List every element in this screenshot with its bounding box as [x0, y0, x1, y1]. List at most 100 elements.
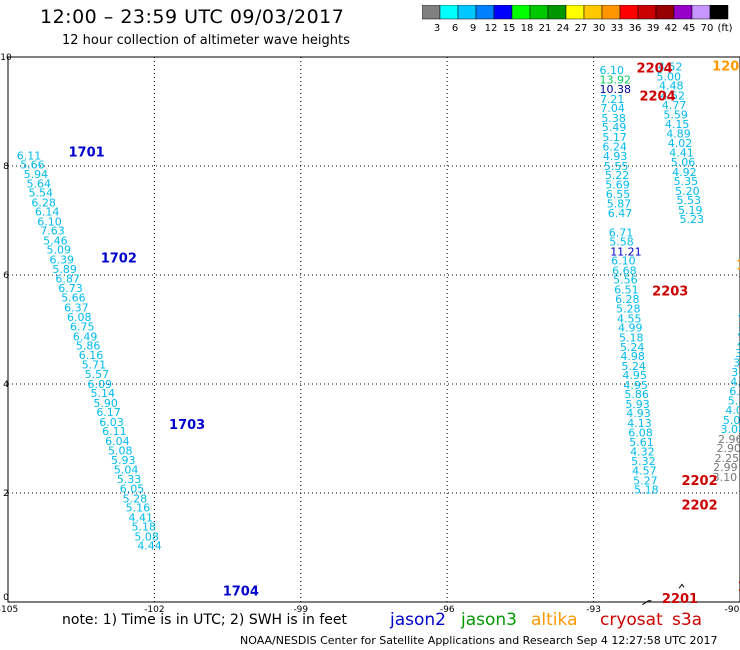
colorbar-tick-label: 36 [629, 23, 642, 34]
data-point-jason2: 5.66 [61, 292, 86, 305]
data-point-cryosat: 4.98 [620, 350, 645, 363]
data-point-jason2: 6.11 [102, 425, 127, 438]
data-point-jason3: 3.08 [720, 423, 740, 436]
colorbar-tick-label: 45 [683, 23, 696, 34]
colorbar-swatch [475, 5, 495, 20]
pass-label: 2202 [681, 498, 717, 513]
legend-item-cryosat: cryosat [600, 610, 663, 630]
pass-label: 2201 [662, 592, 698, 607]
data-point-altika: 4.15 [665, 118, 690, 131]
colorbar-swatch [529, 5, 549, 20]
data-point-cryosat: 5.18 [634, 484, 659, 497]
data-point-jason3: 3.94 [733, 357, 740, 370]
data-point-cryosat: 4.57 [632, 464, 657, 477]
data-point-jason3: 5.31 [728, 395, 740, 408]
data-point-altika: 4.89 [666, 128, 691, 141]
colorbar: 3 6 9 12 15 18 21 24 27 30 33 36 39 42 45 70 (ft) [422, 5, 732, 34]
colorbar-swatch [673, 5, 693, 20]
data-point-jason2: 5.08 [108, 444, 133, 457]
data-point-cryosat: 5.49 [602, 121, 627, 134]
data-point-cryosat: 5.24 [621, 360, 646, 373]
colorbar-tick-label: 9 [470, 23, 476, 34]
data-point-cryosat: 6.24 [602, 141, 627, 154]
data-point-altika: 4.48 [659, 80, 684, 93]
colorbar-swatch [457, 5, 477, 20]
data-point-cryosat: 4.93 [626, 407, 651, 420]
data-point-jason2: 6.73 [58, 282, 83, 295]
x-tick-label: -102 [144, 605, 164, 615]
data-point-cryosat: 6.71 [609, 226, 634, 239]
data-point-cryosat: 7.21 [600, 93, 625, 106]
data-point-cryosat: 13.92 [599, 74, 631, 87]
colorbar-swatch [583, 5, 603, 20]
data-point-cryosat: 11.21 [610, 245, 642, 258]
data-point-jason2: 7.63 [40, 225, 65, 238]
colorbar-swatch [655, 5, 675, 20]
data-point-jason2: 6.49 [73, 330, 98, 343]
data-point-cryosat: 5.27 [633, 474, 658, 487]
data-point-altika: 5.06 [671, 156, 696, 169]
data-point-jason2: 6.14 [35, 206, 60, 219]
data-point-altika: 4.02 [668, 137, 693, 150]
data-point-jason2: 5.93 [111, 454, 136, 467]
data-point-cryosat: 4.95 [622, 369, 647, 382]
data-point-jason2: 6.87 [55, 273, 80, 286]
colorbar-tick-label: 42 [665, 23, 678, 34]
data-point-altika: 5.59 [663, 109, 688, 122]
data-point-jason2: 5.94 [24, 168, 48, 181]
data-point-cryosat: 4.93 [603, 150, 628, 163]
pass-label: 16 [738, 580, 740, 595]
data-point-altika: 5.53 [677, 194, 702, 207]
data-point-cryosat: 5.61 [629, 436, 654, 449]
data-point-jason3: 5.05 [723, 414, 740, 427]
chart-title: 12:00 – 23:59 UTC 09/03/2017 [40, 6, 345, 28]
data-point-jason2: 5.86 [76, 340, 101, 353]
data-point-jason3: 3.4 [735, 347, 740, 360]
colorbar-swatch [601, 5, 621, 20]
colorbar-swatch [691, 5, 711, 20]
legend-item-jason3: jason3 [461, 610, 517, 630]
y-tick-label: 4 [3, 380, 9, 390]
plot-area: -105-102-99-96-93-9002468106.115.665.945… [0, 53, 740, 615]
data-point-jason2: 5.14 [90, 387, 115, 400]
colorbar-swatch [565, 5, 585, 20]
pass-label: 1701 [69, 146, 105, 161]
data-point-jason2: 6.03 [99, 416, 124, 429]
data-point-jason3: 3 [738, 318, 740, 331]
x-tick-label: -105 [0, 605, 18, 615]
data-point-jason2: 6.10 [37, 215, 62, 228]
colorbar-swatch [619, 5, 639, 20]
data-point-altika: 4.41 [669, 147, 694, 160]
data-point-cryosat: 5.38 [601, 112, 626, 125]
data-point-jason3: 4.39 [730, 376, 740, 389]
colorbar-swatch [439, 5, 459, 20]
data-point-cryosat: 6.28 [615, 293, 640, 306]
data-point-cryosat: 5.28 [616, 303, 641, 316]
data-point-altika: 5.23 [679, 213, 704, 226]
data-point-jason2: 4.44 [137, 540, 162, 553]
legend-item-s3a: s3a [672, 610, 703, 630]
y-tick-label: 8 [3, 162, 9, 172]
data-point-cryosat: 6.51 [614, 284, 639, 297]
data-point-jason3: 3.73 [731, 366, 740, 379]
data-point-cryosat: 5.55 [604, 160, 629, 173]
pass-label: 1 [736, 259, 740, 274]
y-tick-label: 6 [3, 271, 9, 281]
data-point-cryosat: 4.32 [630, 445, 655, 458]
pass-label: 2204 [639, 90, 675, 105]
data-point-jason2: 6.39 [49, 254, 73, 267]
data-point-altika: 5.35 [674, 175, 699, 188]
data-point-cryosat: 6.55 [606, 188, 631, 201]
data-point-jason2: 6.08 [67, 311, 92, 324]
data-point-jason2: 5.57 [85, 368, 110, 381]
colorbar-tick-label: 24 [557, 23, 570, 34]
data-point-jason2: 5.08 [134, 530, 159, 543]
data-point-cryosat: 7.04 [600, 102, 625, 115]
data-point-jason2: 6.11 [17, 149, 42, 162]
data-point-cryosat: 5.32 [631, 455, 656, 468]
pass-label: 2203 [652, 285, 688, 300]
data-point-cryosat: 5.22 [605, 169, 630, 182]
pass-label: 2202 [681, 474, 717, 489]
data-point-jason2: 5.71 [82, 359, 107, 372]
